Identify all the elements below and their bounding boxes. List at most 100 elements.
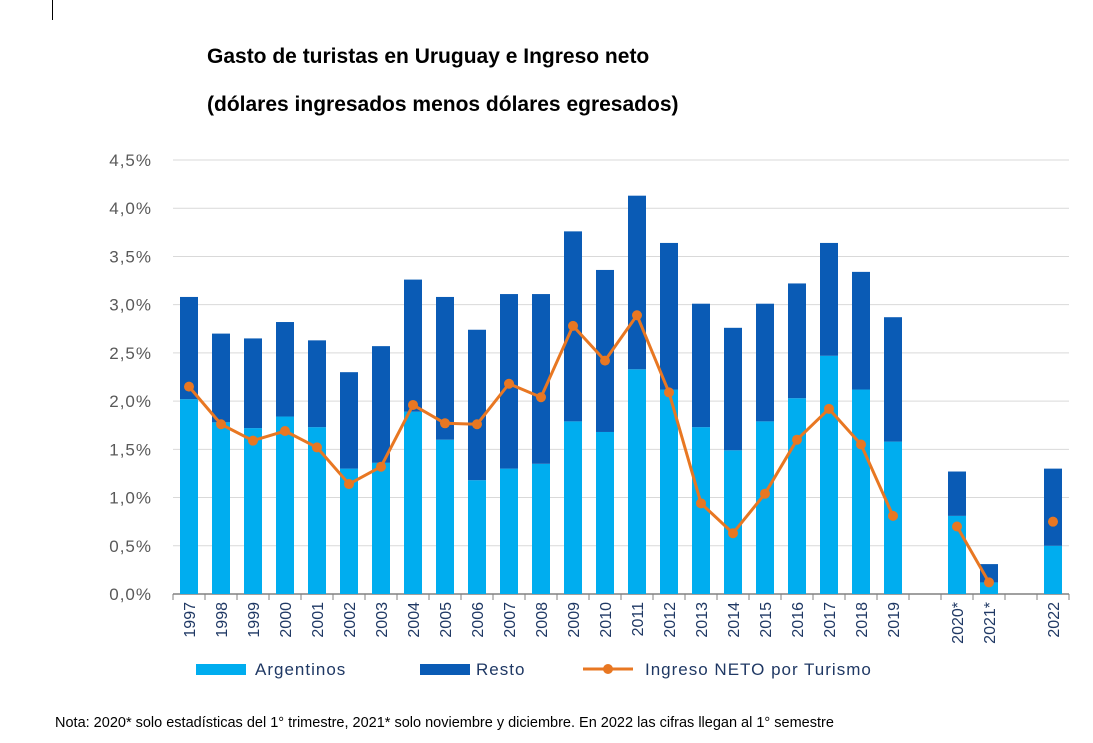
bar-argentinos bbox=[532, 463, 550, 594]
line-point bbox=[440, 418, 450, 429]
line-point bbox=[408, 399, 418, 410]
chart: 0,0% 0,5% 1,0% 1,5% 2,0% 2,5% 3,0% 3,5% 4,0% 4,5%… bbox=[109, 151, 1070, 679]
bar-resto bbox=[756, 303, 774, 422]
bar-resto bbox=[340, 372, 358, 469]
bar-argentinos bbox=[788, 398, 806, 594]
bar-argentinos bbox=[180, 399, 198, 594]
legend-marker bbox=[603, 664, 613, 674]
x-tick-label: 2014 bbox=[726, 602, 743, 638]
x-tick-label: 2009 bbox=[566, 602, 583, 638]
x-tick-label: 2011 bbox=[630, 602, 647, 637]
x-tick-label: 2016 bbox=[790, 602, 807, 638]
bar-argentinos bbox=[372, 462, 390, 594]
line-point bbox=[728, 528, 738, 539]
y-tick-label: 3,5% bbox=[109, 247, 152, 266]
line-point bbox=[344, 479, 354, 490]
bar-argentinos bbox=[276, 416, 294, 594]
x-tick-label: 2020* bbox=[950, 602, 967, 644]
x-tick-label: 2013 bbox=[694, 602, 711, 638]
bar-resto bbox=[1044, 468, 1062, 546]
line-point bbox=[568, 320, 578, 331]
x-tick-label: 2019 bbox=[886, 602, 903, 638]
line-point bbox=[856, 439, 866, 450]
y-tick-label: 2,0% bbox=[109, 392, 152, 411]
line-point bbox=[216, 419, 226, 430]
bar-resto bbox=[852, 271, 870, 390]
legend-label: Ingreso NETO por Turismo bbox=[645, 660, 872, 679]
bar-resto bbox=[724, 327, 742, 451]
bar-resto bbox=[244, 338, 262, 429]
bar-argentinos bbox=[500, 468, 518, 594]
line-point bbox=[1048, 516, 1058, 527]
footnote: Nota: 2020* solo estadísticas del 1° tri… bbox=[55, 715, 834, 731]
x-tick-label: 2010 bbox=[598, 602, 615, 638]
y-tick-label: 4,0% bbox=[109, 199, 152, 218]
legend-swatch bbox=[420, 664, 470, 675]
text-cursor bbox=[52, 0, 53, 20]
bar-argentinos bbox=[468, 480, 486, 594]
legend-label: Resto bbox=[476, 660, 525, 679]
line-point bbox=[280, 426, 290, 437]
x-tick-label: 2015 bbox=[758, 602, 775, 638]
line-point bbox=[824, 403, 834, 414]
x-tick-label: 1999 bbox=[246, 602, 263, 638]
y-tick-label: 1,0% bbox=[109, 489, 152, 508]
bar-resto bbox=[212, 333, 230, 423]
bar-argentinos bbox=[308, 427, 326, 594]
y-tick-label: 4,5% bbox=[109, 151, 152, 170]
x-tick-label: 1998 bbox=[214, 602, 231, 638]
chart-title: Gasto de turistas en Uruguay e Ingreso n… bbox=[207, 45, 650, 68]
line-point bbox=[600, 355, 610, 366]
line-point bbox=[760, 488, 770, 499]
bar-argentinos bbox=[404, 411, 422, 594]
line-point bbox=[536, 392, 546, 403]
x-tick-label: 1997 bbox=[182, 602, 199, 638]
bar-argentinos bbox=[724, 450, 742, 594]
x-tick-label: 2002 bbox=[342, 602, 359, 638]
line-point bbox=[248, 435, 258, 446]
bar-argentinos bbox=[436, 439, 454, 594]
bar-resto bbox=[948, 471, 966, 516]
bar-resto bbox=[532, 294, 550, 464]
x-tick-label: 2008 bbox=[534, 602, 551, 638]
bar-argentinos bbox=[628, 369, 646, 594]
legend-label: Argentinos bbox=[255, 660, 346, 679]
x-tick-label: 2006 bbox=[470, 602, 487, 638]
y-tick-label: 0,0% bbox=[109, 585, 152, 604]
bar-resto bbox=[436, 296, 454, 440]
bar-resto bbox=[884, 317, 902, 442]
x-tick-label: 2007 bbox=[502, 602, 519, 638]
bar-argentinos bbox=[756, 421, 774, 594]
bar-resto bbox=[404, 279, 422, 412]
y-tick-label: 2,5% bbox=[109, 344, 152, 363]
bar-argentinos bbox=[212, 422, 230, 594]
bar-argentinos bbox=[660, 389, 678, 594]
bar-resto bbox=[628, 195, 646, 370]
bar-resto bbox=[980, 564, 998, 583]
line-point bbox=[184, 381, 194, 392]
bar-argentinos bbox=[564, 421, 582, 594]
bar-argentinos bbox=[244, 428, 262, 594]
x-tick-label: 2004 bbox=[406, 602, 423, 638]
y-tick-label: 3,0% bbox=[109, 296, 152, 315]
line-point bbox=[888, 510, 898, 521]
bar-argentinos bbox=[820, 355, 838, 594]
line-point bbox=[632, 310, 642, 321]
legend-swatch bbox=[196, 664, 246, 675]
bar-argentinos bbox=[596, 431, 614, 594]
bar-argentinos bbox=[980, 582, 998, 594]
y-tick-label: 1,5% bbox=[109, 440, 152, 459]
line-segment bbox=[955, 525, 991, 584]
x-tick-label: 2000 bbox=[278, 602, 295, 638]
x-tick-label: 2001 bbox=[310, 602, 327, 638]
line-point bbox=[952, 521, 962, 532]
line-point bbox=[472, 419, 482, 430]
bar-resto bbox=[788, 283, 806, 399]
bar-resto bbox=[372, 346, 390, 463]
bar-argentinos bbox=[852, 389, 870, 594]
y-tick-label: 0,5% bbox=[109, 537, 152, 556]
bar-resto bbox=[692, 303, 710, 428]
bar-argentinos bbox=[340, 468, 358, 594]
bar-resto bbox=[468, 329, 486, 481]
line-point bbox=[376, 461, 386, 472]
